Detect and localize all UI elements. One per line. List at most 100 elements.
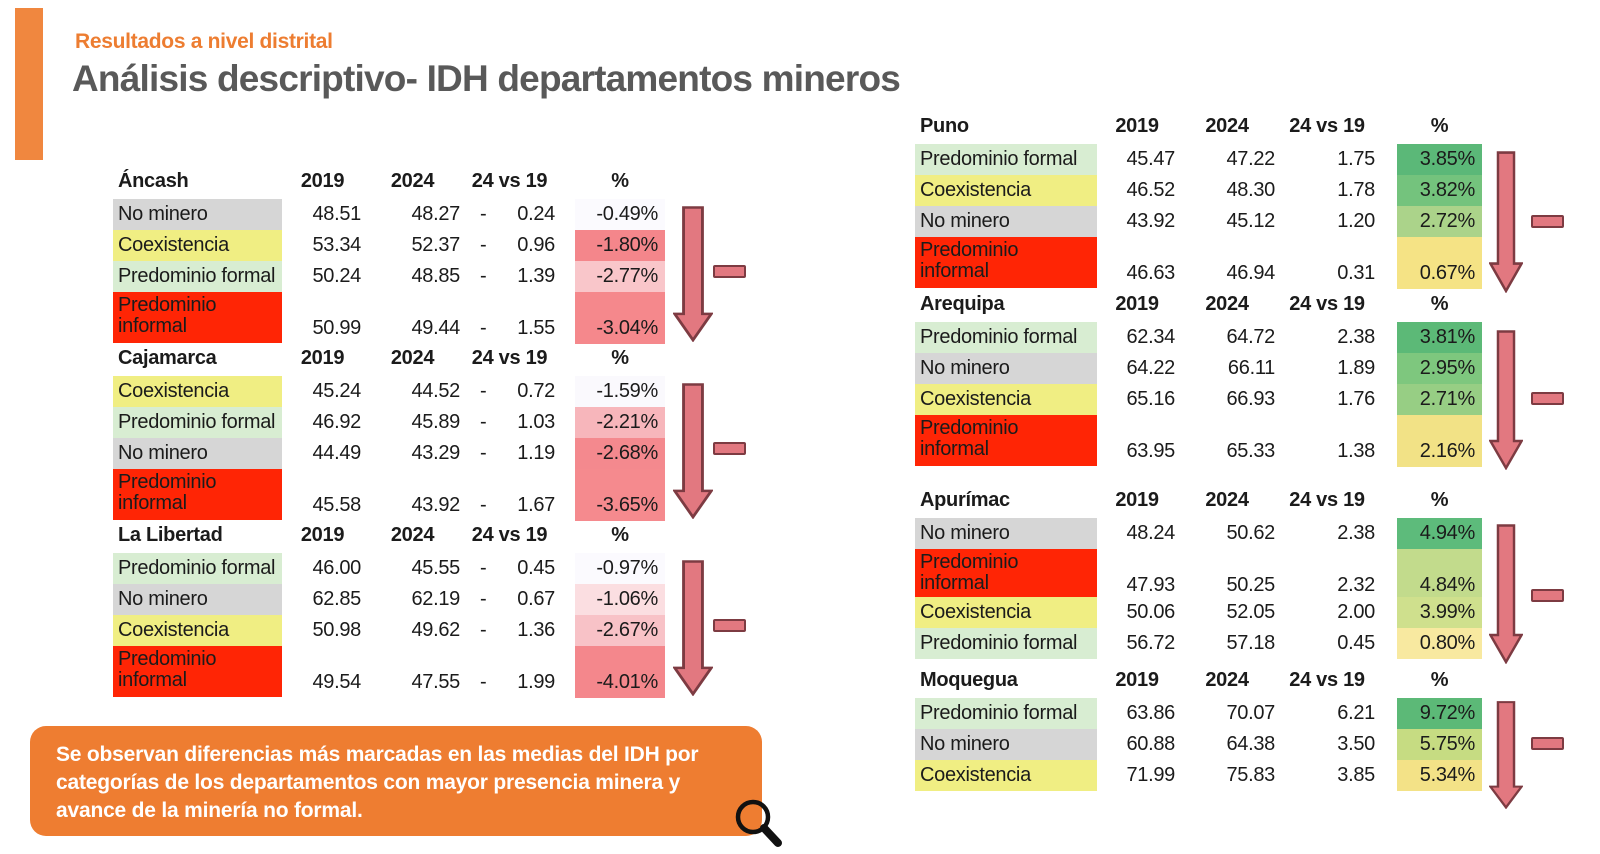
table-row: Predominio formal 50.24 48.85- 1.39 -2.77% <box>113 261 665 292</box>
table-row: Predominio formal 62.34 64.72 2.38 3.81% <box>915 322 1482 353</box>
diff-cell: 2.00 <box>1277 597 1377 628</box>
spacer <box>557 584 575 615</box>
minus-sign: - <box>480 619 487 641</box>
minus-bar-moquegua <box>1531 737 1564 750</box>
table-row: No minero 48.51 48.27- 0.24 -0.49% <box>113 199 665 230</box>
value-2019: 46.00 <box>312 557 361 579</box>
value-2024: 64.38 <box>1226 733 1275 755</box>
col-header-diff: 24 vs 19 <box>1289 668 1365 691</box>
diff-value: 0.45 <box>517 557 555 579</box>
col-header-2019: 2019 <box>1115 292 1159 315</box>
diff-value: 3.85 <box>1337 764 1375 786</box>
pct-cell: -3.04% <box>575 292 665 344</box>
diff-cell: - 1.03 <box>462 407 557 438</box>
diff-value: 1.36 <box>517 619 555 641</box>
diff-cell: - 0.72 <box>462 376 557 407</box>
pct-cell: -2.67% <box>575 615 665 646</box>
diff-cell: 1.76 <box>1277 384 1377 415</box>
col-header-2024: 2024 <box>390 523 435 546</box>
col-header-2019: 2019 <box>1115 114 1159 137</box>
table-row: No minero 60.88 64.38 3.50 5.75% <box>915 729 1482 760</box>
value-2024: 49.44 <box>411 317 460 339</box>
col-header-pct: % <box>1430 488 1449 511</box>
down-arrow-arequipa <box>1489 330 1523 470</box>
value-2019: 45.47 <box>1126 148 1175 170</box>
value-2019: 50.99 <box>312 317 361 339</box>
category-cell: Coexistencia <box>113 376 282 407</box>
value-2019: 48.24 <box>1126 522 1175 544</box>
pct-cell: -4.01% <box>575 646 665 698</box>
value-2024: 65.33 <box>1226 440 1275 462</box>
minus-sign: - <box>480 317 487 339</box>
pct-cell: -0.49% <box>575 199 665 230</box>
col-header-diff: 24 vs 19 <box>471 523 548 546</box>
value-2019: 48.51 <box>312 203 361 225</box>
category-cell: No minero <box>113 199 282 230</box>
diff-cell: - 1.55 <box>462 292 557 344</box>
category-cell: Predominio formal <box>915 322 1097 353</box>
spacer <box>557 340 575 376</box>
value-2019: 46.52 <box>1126 179 1175 201</box>
value-2024: 45.12 <box>1226 210 1275 232</box>
diff-cell: 0.31 <box>1277 237 1377 289</box>
table-row: No minero 62.85 62.19- 0.67 -1.06% <box>113 584 665 615</box>
table-arequipa: Arequipa 2019 2024 24 vs 19% Predominio form… <box>915 286 1482 467</box>
value-2024: 43.92 <box>411 494 460 516</box>
diff-cell: 1.89 <box>1277 353 1377 384</box>
pct-cell: 3.81% <box>1397 322 1482 353</box>
value-2024: 75.83 <box>1226 764 1275 786</box>
value-2024: 52.05 <box>1226 601 1275 623</box>
diff-cell: 3.85 <box>1277 760 1377 791</box>
category-cell: Predominio informal <box>915 237 1097 288</box>
col-header-2019: 2019 <box>300 523 345 546</box>
spacer <box>557 163 575 199</box>
pct-cell: -1.59% <box>575 376 665 407</box>
minus-sign: - <box>480 588 487 610</box>
col-header-2024: 2024 <box>390 346 435 369</box>
page-title: Análisis descriptivo- IDH departamentos … <box>72 58 901 99</box>
col-header-diff: 24 vs 19 <box>471 169 548 192</box>
diff-value: 6.21 <box>1337 702 1375 724</box>
table-row: Coexistencia 50.98 49.62- 1.36 -2.67% <box>113 615 665 646</box>
diff-value: 1.03 <box>517 411 555 433</box>
diff-cell: 1.78 <box>1277 175 1377 206</box>
value-2024: 48.30 <box>1226 179 1275 201</box>
value-2024: 47.22 <box>1226 148 1275 170</box>
col-header-2019: 2019 <box>300 346 345 369</box>
spacer <box>557 230 575 261</box>
table-row: Predominio informal 45.58 43.92- 1.67 -3.65% <box>113 469 665 521</box>
value-2024: 50.25 <box>1226 574 1275 596</box>
pct-cell: 0.67% <box>1397 237 1482 289</box>
col-header-2019: 2019 <box>1115 488 1159 511</box>
table-row: Predominio formal 46.00 45.55- 0.45 -0.97% <box>113 553 665 584</box>
down-arrow-la-libertad <box>673 560 713 696</box>
pct-cell: 9.72% <box>1397 698 1482 729</box>
table-row: Predominio informal 47.93 50.25 2.32 4.84% <box>915 549 1482 601</box>
col-header-pct: % <box>1430 114 1449 137</box>
diff-value: 1.76 <box>1337 388 1375 410</box>
col-header-pct: % <box>611 523 629 546</box>
pct-cell: -0.97% <box>575 553 665 584</box>
value-2019: 65.16 <box>1126 388 1175 410</box>
spacer <box>1377 322 1397 353</box>
col-header-pct: % <box>1430 292 1449 315</box>
diff-value: 1.20 <box>1337 210 1375 232</box>
table-title: Puno <box>920 114 969 137</box>
note-box: Se observan diferencias más marcadas en … <box>30 726 762 836</box>
diff-value: 0.67 <box>517 588 555 610</box>
spacer <box>557 615 575 646</box>
spacer <box>557 469 575 521</box>
spacer <box>1377 175 1397 206</box>
table-row: Coexistencia 50.06 52.05 2.00 3.99% <box>915 597 1482 628</box>
table-ancash: Áncash 2019 2024 24 vs 19% No minero 48.51 48.… <box>113 163 665 344</box>
minus-sign: - <box>480 234 487 256</box>
category-cell: Predominio formal <box>113 261 282 292</box>
diff-cell: 6.21 <box>1277 698 1377 729</box>
pct-cell: -2.68% <box>575 438 665 469</box>
diff-value: 2.38 <box>1337 522 1375 544</box>
diff-value: 0.45 <box>1337 632 1375 654</box>
col-header-2019: 2019 <box>300 169 345 192</box>
spacer <box>1377 729 1397 760</box>
diff-cell: - 1.39 <box>462 261 557 292</box>
